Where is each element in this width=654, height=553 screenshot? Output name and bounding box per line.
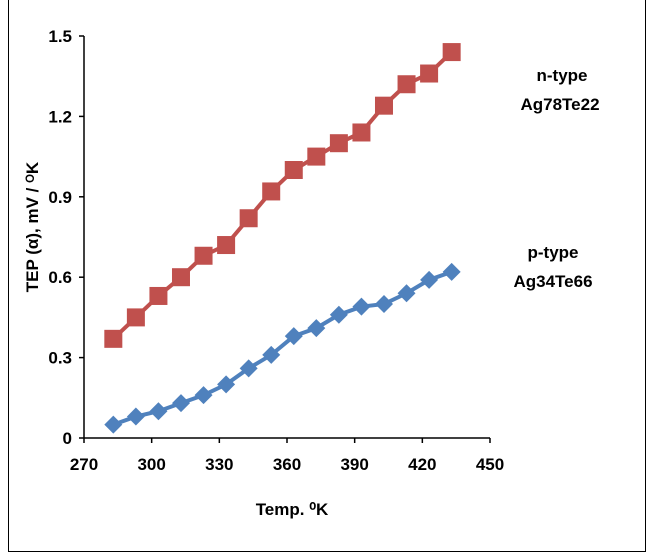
data-point-square (171, 268, 190, 287)
series-n-type-label: n-type (537, 66, 588, 85)
data-point-diamond (329, 305, 348, 324)
x-tick-label: 360 (273, 455, 301, 474)
x-tick-label: 330 (205, 455, 233, 474)
data-point-diamond (239, 359, 258, 378)
series-line (112, 269, 453, 427)
data-point-square (126, 308, 145, 327)
series-p-material-label: Ag34Te66 (513, 272, 592, 291)
series-p-type-label: p-type (528, 243, 579, 262)
y-ticks: 0 0.3 0.6 0.9 1.2 1.5 (48, 27, 84, 448)
data-point-diamond (194, 386, 213, 405)
x-tick-label: 420 (408, 455, 436, 474)
series-n-type (104, 43, 461, 348)
y-tick-label: 0.9 (48, 188, 72, 207)
data-point-square (262, 182, 281, 201)
x-tick-label: 300 (137, 455, 165, 474)
data-point-square (397, 75, 416, 94)
data-point-square (239, 209, 258, 228)
series-layer (104, 43, 461, 434)
data-point-square (104, 329, 123, 348)
data-point-diamond (397, 284, 416, 303)
x-tick-label: 450 (476, 455, 504, 474)
data-point-square (420, 64, 439, 83)
data-point-square (307, 147, 326, 166)
x-axis-label: Temp. ⁰K (256, 500, 329, 519)
x-tick-label: 390 (340, 455, 368, 474)
series-p-type (104, 262, 461, 434)
data-point-square (352, 123, 371, 142)
data-point-diamond (420, 270, 439, 289)
data-point-diamond (149, 402, 168, 421)
y-tick-label: 1.2 (48, 107, 72, 126)
y-tick-label: 0.6 (48, 268, 72, 287)
data-point-square (329, 134, 348, 153)
data-point-square (374, 96, 393, 115)
data-point-square (194, 246, 213, 265)
data-point-diamond (442, 262, 461, 281)
series-line (111, 50, 454, 341)
data-point-square (217, 236, 236, 255)
y-axis-label: TEP (α), mV / ᴼK (23, 161, 42, 292)
data-point-square (284, 161, 303, 179)
y-tick-label: 1.5 (48, 27, 72, 46)
x-tick-label: 270 (70, 455, 98, 474)
data-point-square (442, 43, 461, 62)
data-point-diamond (262, 345, 281, 364)
data-point-diamond (307, 319, 326, 338)
data-point-diamond (374, 295, 393, 313)
data-point-diamond (217, 375, 236, 394)
data-point-diamond (284, 327, 303, 346)
data-point-diamond (171, 394, 190, 413)
chart-frame (8, 0, 646, 552)
data-point-diamond (352, 297, 371, 316)
x-ticks: 270 300 330 360 390 420 450 (70, 438, 504, 474)
data-point-square (149, 286, 168, 305)
data-point-diamond (126, 407, 145, 426)
y-tick-label: 0 (63, 429, 72, 448)
series-n-material-label: Ag78Te22 (520, 95, 599, 114)
data-point-diamond (104, 415, 123, 434)
y-tick-label: 0.3 (48, 349, 72, 368)
